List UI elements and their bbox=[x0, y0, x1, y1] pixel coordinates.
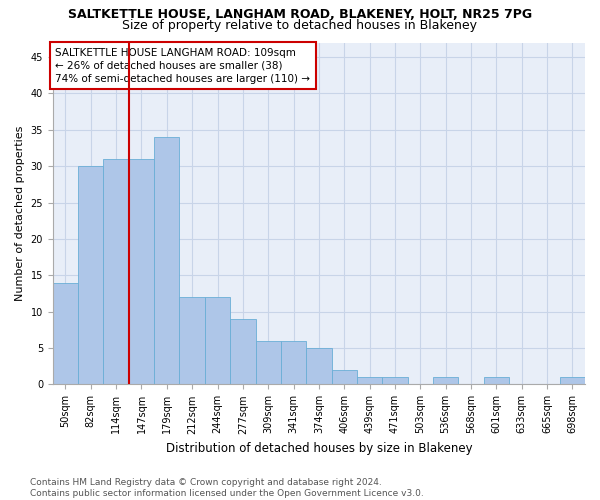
Bar bbox=[205, 297, 230, 384]
Bar bbox=[433, 377, 458, 384]
X-axis label: Distribution of detached houses by size in Blakeney: Distribution of detached houses by size … bbox=[166, 442, 472, 455]
Text: SALTKETTLE HOUSE LANGHAM ROAD: 109sqm
← 26% of detached houses are smaller (38)
: SALTKETTLE HOUSE LANGHAM ROAD: 109sqm ← … bbox=[55, 48, 310, 84]
Bar bbox=[484, 377, 509, 384]
Bar bbox=[129, 159, 154, 384]
Bar bbox=[382, 377, 407, 384]
Bar bbox=[230, 319, 256, 384]
Bar bbox=[306, 348, 332, 385]
Text: Contains HM Land Registry data © Crown copyright and database right 2024.
Contai: Contains HM Land Registry data © Crown c… bbox=[30, 478, 424, 498]
Bar bbox=[53, 282, 78, 384]
Bar bbox=[560, 377, 585, 384]
Text: Size of property relative to detached houses in Blakeney: Size of property relative to detached ho… bbox=[122, 18, 478, 32]
Bar bbox=[179, 297, 205, 384]
Bar bbox=[357, 377, 382, 384]
Y-axis label: Number of detached properties: Number of detached properties bbox=[15, 126, 25, 301]
Text: SALTKETTLE HOUSE, LANGHAM ROAD, BLAKENEY, HOLT, NR25 7PG: SALTKETTLE HOUSE, LANGHAM ROAD, BLAKENEY… bbox=[68, 8, 532, 20]
Bar bbox=[103, 159, 129, 384]
Bar bbox=[256, 341, 281, 384]
Bar bbox=[281, 341, 306, 384]
Bar bbox=[154, 137, 179, 384]
Bar bbox=[78, 166, 103, 384]
Bar bbox=[332, 370, 357, 384]
